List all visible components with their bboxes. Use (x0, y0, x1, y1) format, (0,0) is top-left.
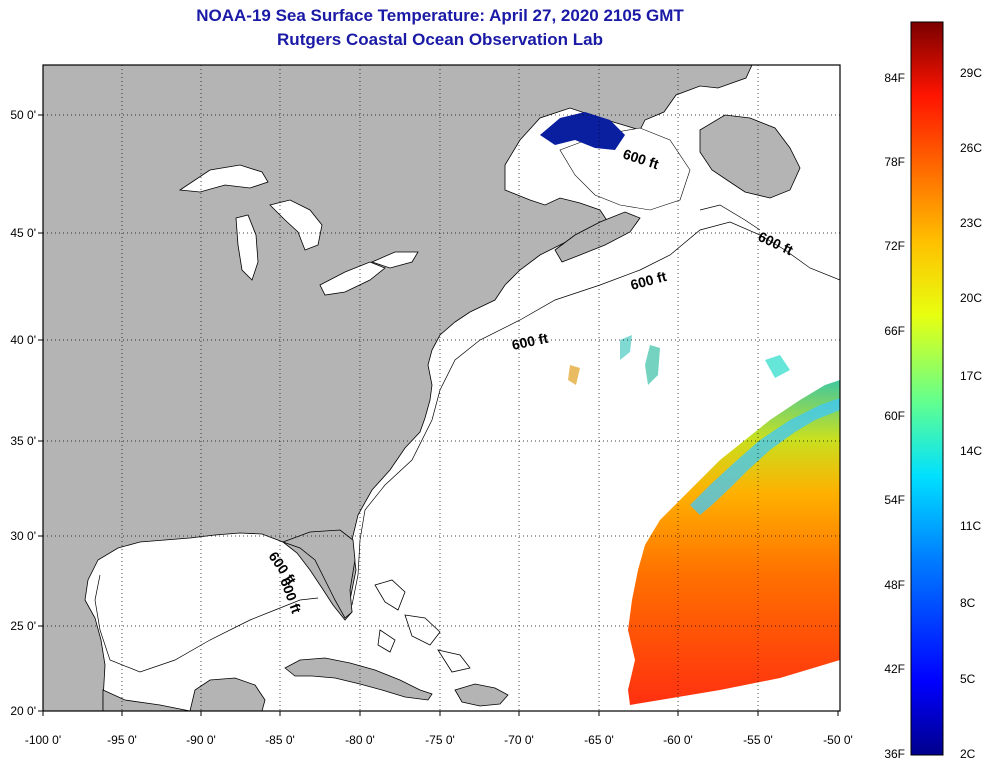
sst-fragment-a (620, 335, 632, 360)
colorbar-c-label: 14C (960, 444, 982, 458)
newfoundland-land (699, 114, 801, 199)
colorbar-f-label: 60F (884, 409, 905, 423)
hispaniola-land (454, 683, 509, 707)
longitude-labels: -100 0' -95 0' -90 0' -85 0' -80 0' -75 0' -70… (25, 711, 853, 747)
great-lakes (178, 164, 419, 296)
latitude-labels: 50 0' 45 0' 40 0' 35 0' 30 0' 25 0' 20 0' (10, 108, 43, 718)
latitude-label: 45 0' (10, 226, 36, 240)
map-title: NOAA-19 Sea Surface Temperature: April 2… (196, 6, 684, 25)
colorbar-f-label: 72F (884, 239, 905, 253)
latitude-label: 20 0' (10, 704, 36, 718)
colorbar-fahrenheit-labels: 84F 78F 72F 66F 60F 54F 48F 42F 36F (884, 71, 905, 761)
yucatan-land (189, 677, 266, 711)
sst-fragment-d (765, 355, 790, 378)
sst-fragment-b (645, 345, 660, 385)
colorbar-c-label: 20C (960, 291, 982, 305)
colorbar-c-label: 8C (960, 596, 976, 610)
longitude-label: -60 0' (663, 733, 693, 747)
cuba-land (284, 657, 433, 701)
latitude-label: 35 0' (10, 434, 36, 448)
central-america-land (102, 689, 191, 711)
sst-warm-region (628, 380, 840, 705)
north-america-land (43, 65, 753, 711)
nova-scotia-land (554, 211, 641, 263)
colorbar-c-label: 26C (960, 141, 982, 155)
colorbar-f-label: 78F (884, 155, 905, 169)
map-subtitle: Rutgers Coastal Ocean Observation Lab (277, 30, 603, 49)
isobath-600ft-lines (94, 204, 840, 673)
longitude-label: -100 0' (25, 733, 61, 747)
sst-data-swath (568, 335, 840, 705)
longitude-label: -55 0' (743, 733, 773, 747)
map-border (42, 64, 841, 712)
colorbar-f-label: 66F (884, 324, 905, 338)
colorbar-c-label: 17C (960, 369, 982, 383)
longitude-label: -50 0' (823, 733, 853, 747)
longitude-label: -80 0' (345, 733, 375, 747)
colorbar-celsius-labels: 29C 26C 23C 20C 17C 14C 11C 8C 5C 2C (960, 66, 982, 761)
colorbar-c-label: 5C (960, 672, 976, 686)
colorbar-f-label: 84F (884, 71, 905, 85)
graticule (43, 65, 840, 711)
longitude-label: -90 0' (186, 733, 216, 747)
latitude-label: 50 0' (10, 108, 36, 122)
longitude-label: -85 0' (265, 733, 295, 747)
colorbar-c-label: 2C (960, 747, 976, 761)
sst-cool-band (690, 398, 840, 515)
colorbar-f-label: 48F (884, 578, 905, 592)
isobath-label: 600 ft (510, 330, 549, 353)
colorbar-f-label: 54F (884, 493, 905, 507)
colorbar-c-label: 29C (960, 66, 982, 80)
sst-fragment-c (568, 365, 580, 385)
florida-land (281, 529, 356, 619)
latitude-label: 25 0' (10, 619, 36, 633)
longitude-label: -95 0' (107, 733, 137, 747)
colorbar-f-label: 42F (884, 662, 905, 676)
longitude-label: -70 0' (504, 733, 534, 747)
gulf-st-lawrence (559, 127, 691, 211)
latitude-label: 40 0' (10, 333, 36, 347)
cold-sst-patch (540, 112, 625, 150)
latitude-label: 30 0' (10, 529, 36, 543)
bahamas-islands (374, 579, 471, 673)
longitude-label: -65 0' (584, 733, 614, 747)
sst-colorbar (910, 21, 944, 756)
colorbar-f-label: 36F (884, 747, 905, 761)
longitude-label: -75 0' (425, 733, 455, 747)
colorbar-c-label: 11C (960, 519, 981, 533)
colorbar-c-label: 23C (960, 216, 982, 230)
